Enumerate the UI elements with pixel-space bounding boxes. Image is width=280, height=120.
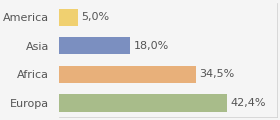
Text: 34,5%: 34,5% <box>199 69 234 79</box>
Text: 18,0%: 18,0% <box>133 41 169 51</box>
Bar <box>59 94 227 111</box>
Bar <box>59 9 78 26</box>
Bar <box>59 66 196 83</box>
Text: 42,4%: 42,4% <box>230 98 266 108</box>
Text: 5,0%: 5,0% <box>82 12 110 22</box>
Bar <box>59 37 130 54</box>
